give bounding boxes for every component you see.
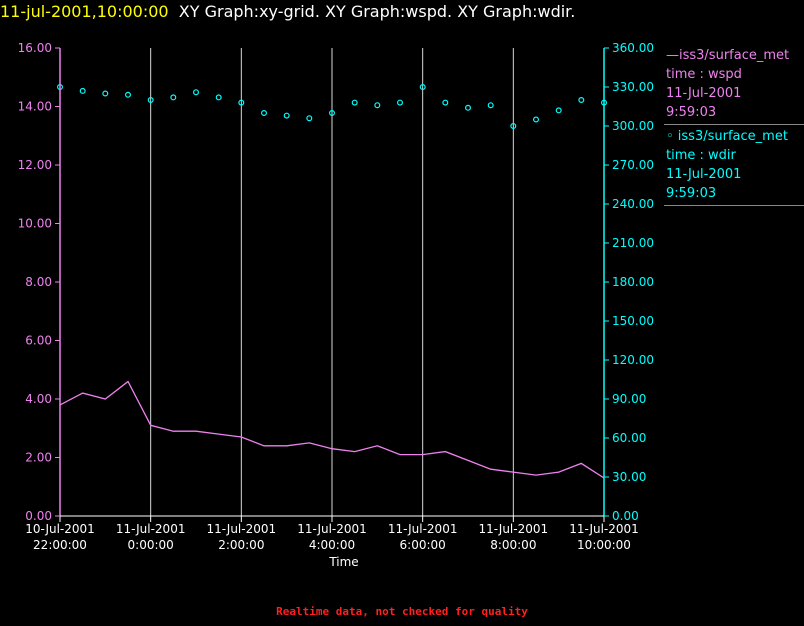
wdir-point <box>419 83 426 90</box>
legend-line: 11-Jul-2001 <box>666 86 742 101</box>
x-tick-time: 22:00:00 <box>33 538 87 552</box>
y-right-tick-label: 180.00 <box>612 275 654 289</box>
wdir-series <box>56 83 607 129</box>
x-axis-label: Time <box>328 555 358 569</box>
x-tick-date: 10-Jul-2001 <box>25 522 95 536</box>
wspd-line <box>59 380 605 479</box>
wdir-point <box>329 109 336 116</box>
x-tick-date: 11-Jul-2001 <box>116 522 186 536</box>
x-tick-date: 11-Jul-2001 <box>569 522 639 536</box>
y-left-tick-label: 8.00 <box>25 275 52 289</box>
x-tick-date: 11-Jul-2001 <box>297 522 367 536</box>
graph-title: 11-jul-2001,10:00:00 XY Graph:xy-grid. X… <box>0 0 575 26</box>
x-tick-time: 8:00:00 <box>490 538 536 552</box>
legend-line: —iss3/surface_met <box>666 48 790 63</box>
legend-line: time : wdir <box>666 148 736 163</box>
wdir-point <box>124 91 131 98</box>
y-left-tick-label: 0.00 <box>25 509 52 523</box>
x-tick-time: 0:00:00 <box>128 538 174 552</box>
y-right-tick-label: 210.00 <box>612 236 654 250</box>
wdir-point <box>79 87 86 94</box>
wdir-point <box>465 104 472 111</box>
wdir-point <box>532 116 539 123</box>
x-tick-time: 2:00:00 <box>218 538 264 552</box>
y-right-tick-label: 0.00 <box>612 509 639 523</box>
wdir-point <box>170 94 177 101</box>
legend-line: 9:59:03 <box>666 105 717 120</box>
wdir-point <box>283 112 290 119</box>
y-left-tick-label: 14.00 <box>18 100 52 114</box>
x-tick-time: 4:00:00 <box>309 538 355 552</box>
x-tick-time: 6:00:00 <box>400 538 446 552</box>
wdir-point <box>397 99 404 106</box>
y-left-tick-label: 10.00 <box>18 217 52 231</box>
y-right-tick-label: 60.00 <box>612 431 646 445</box>
wdir-point <box>351 99 358 106</box>
y-left-tick-label: 6.00 <box>25 334 52 348</box>
x-tick-date: 11-Jul-2001 <box>388 522 458 536</box>
axes: 10-Jul-2001 22:00:00 11-Jul-2001 0:00:00 11-… <box>18 41 654 569</box>
y-right-tick-label: 270.00 <box>612 158 654 172</box>
wdir-point <box>147 96 154 103</box>
wdir-point <box>238 99 245 106</box>
legend-line: 9:59:03 <box>666 186 717 201</box>
wdir-point <box>578 96 585 103</box>
wdir-point <box>215 94 222 101</box>
legend-line: ◦ iss3/surface_met <box>666 129 788 144</box>
wspd-series <box>59 380 605 479</box>
wdir-point <box>442 99 449 106</box>
title-timestamp: 11-jul-2001,10:00:00 <box>0 2 169 21</box>
wdir-point <box>261 109 268 116</box>
x-tick-time: 10:00:00 <box>577 538 631 552</box>
y-left-tick-label: 16.00 <box>18 41 52 55</box>
y-left-tick-label: 12.00 <box>18 158 52 172</box>
wdir-point <box>193 89 200 96</box>
y-right-tick-label: 330.00 <box>612 80 654 94</box>
legend-line: 11-Jul-2001 <box>666 167 742 182</box>
y-left-tick-label: 2.00 <box>25 451 52 465</box>
y-left-tick-label: 4.00 <box>25 392 52 406</box>
y-right-tick-label: 30.00 <box>612 470 646 484</box>
y-right-tick-label: 150.00 <box>612 314 654 328</box>
x-tick-date: 11-Jul-2001 <box>479 522 549 536</box>
wdir-point <box>555 107 562 114</box>
y-right-tick-label: 300.00 <box>612 119 654 133</box>
legend-line: time : wspd <box>666 67 742 82</box>
y-right-tick-label: 240.00 <box>612 197 654 211</box>
wdir-point <box>102 90 109 97</box>
x-tick-date: 11-Jul-2001 <box>207 522 277 536</box>
y-right-tick-label: 90.00 <box>612 392 646 406</box>
vertical-grid <box>150 48 514 516</box>
title-graph-names: XY Graph:xy-grid. XY Graph:wspd. XY Grap… <box>178 2 576 21</box>
wdir-point <box>306 115 313 122</box>
y-right-tick-label: 360.00 <box>612 41 654 55</box>
wdir-point <box>510 122 517 129</box>
y-right-tick-label: 120.00 <box>612 353 654 367</box>
wdir-point <box>487 102 494 109</box>
wdir-point <box>374 102 381 109</box>
quality-disclaimer: Realtime data, not checked for quality <box>276 605 528 618</box>
